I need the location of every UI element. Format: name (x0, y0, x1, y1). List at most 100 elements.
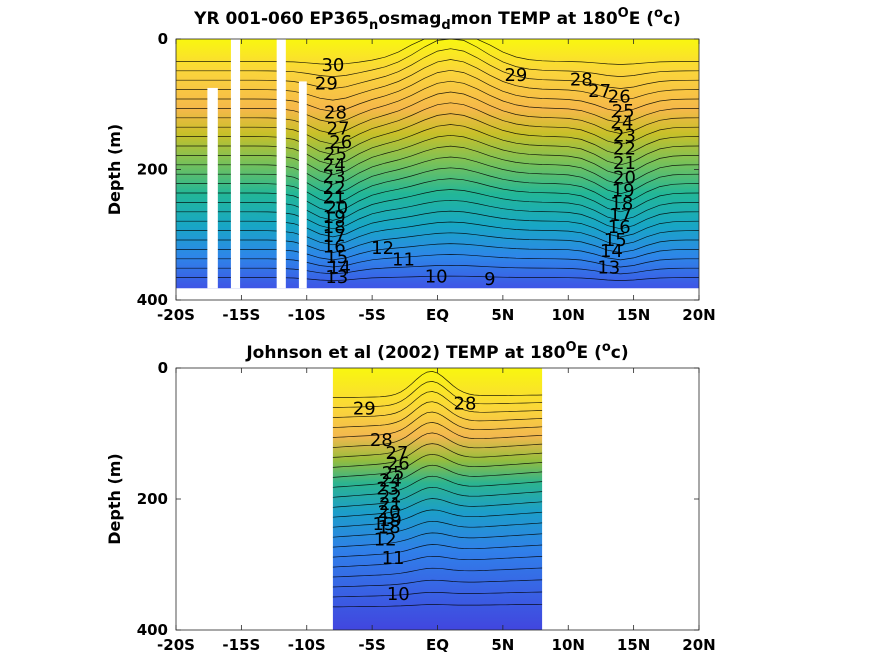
isotherm-lines (332, 371, 543, 608)
contour-label: 11 (392, 250, 415, 271)
y-tick-label: 200 (137, 161, 168, 179)
isotherm-line (332, 432, 543, 458)
isotherm-line (332, 520, 543, 538)
contour-label: 16 (608, 217, 631, 238)
missing-data-gap (207, 87, 218, 289)
isotherm-line (176, 80, 700, 124)
x-tick-label: 5N (491, 636, 514, 654)
contour-label: 22 (323, 178, 346, 199)
contour-label: 23 (613, 126, 636, 147)
contour-label: 26 (387, 454, 410, 475)
isotherm-line (176, 113, 700, 156)
missing-data-gap (276, 39, 286, 289)
contour-label: 15 (604, 230, 627, 251)
x-tick-label: 20N (682, 636, 715, 654)
contour-label: 12 (371, 238, 394, 259)
isotherm-line (176, 156, 700, 195)
contour-label: 25 (612, 101, 635, 122)
contour-label: 28 (454, 393, 477, 414)
contour-label: 20 (378, 502, 401, 523)
y-axis-label: Depth (m) (105, 453, 124, 545)
isotherm-line (176, 102, 700, 145)
contour-label: 13 (325, 267, 348, 288)
isotherm-line (176, 264, 699, 275)
y-tick-label: 400 (137, 621, 168, 639)
missing-data-gap (230, 39, 241, 289)
isotherm-line (176, 178, 700, 213)
isotherm-line (176, 145, 700, 185)
contour-label: 28 (370, 430, 393, 451)
isotherm-line (176, 59, 700, 101)
contour-label: 21 (323, 188, 346, 209)
contour-label: 25 (324, 144, 347, 165)
contour-label: 25 (382, 463, 405, 484)
isotherm-line (332, 475, 543, 498)
contour-label: 17 (323, 226, 346, 247)
isotherm-line (176, 243, 699, 261)
x-tick-label: -5S (358, 306, 385, 324)
isotherm-line (332, 453, 543, 478)
isotherm-line (332, 411, 543, 438)
isotherm-line (176, 210, 700, 238)
x-tick-label: 10N (552, 306, 585, 324)
isotherm-line (332, 498, 543, 518)
contour-label: 30 (321, 55, 344, 76)
x-tick-label: -15S (222, 636, 260, 654)
missing-data-gap (298, 81, 307, 289)
x-tick-label: 20N (682, 306, 715, 324)
x-tick-label: -15S (222, 306, 260, 324)
isotherm-line (176, 48, 700, 89)
x-tick-label: 15N (617, 306, 650, 324)
isotherm-line (332, 464, 543, 488)
x-tick-label: -5S (358, 636, 385, 654)
isotherm-line (332, 555, 543, 568)
isotherm-line (332, 486, 543, 508)
isotherm-line (332, 443, 543, 468)
contour-label: 24 (610, 113, 633, 134)
contour-label: 11 (382, 548, 405, 569)
isotherm-line (176, 232, 699, 253)
contour-label: 13 (597, 257, 620, 278)
isotherm-line (332, 532, 543, 548)
isotherm-line (176, 221, 700, 246)
y-tick-label: 200 (137, 490, 168, 508)
isotherm-line (176, 189, 700, 221)
isotherm-line (332, 509, 543, 528)
x-tick-label: -20S (157, 636, 195, 654)
x-tick-label: 15N (617, 636, 650, 654)
isotherm-line (332, 603, 543, 608)
contour-label: 23 (376, 479, 399, 500)
contour-label: 19 (323, 207, 346, 228)
contour-label: 23 (323, 167, 346, 188)
contour-label: 14 (600, 241, 623, 262)
contour-label: 29 (315, 73, 338, 94)
x-tick-label: -10S (288, 636, 326, 654)
isotherm-line (176, 134, 700, 176)
chart-panel-1: 3029282726252423222120191817161514131211… (105, 6, 716, 324)
contour-label: 26 (329, 132, 352, 153)
x-tick-label: 10N (552, 636, 585, 654)
contour-label: 18 (323, 217, 346, 238)
y-tick-label: 0 (158, 359, 168, 377)
contour-label: 21 (613, 153, 636, 174)
isotherm-line (176, 275, 699, 281)
isotherm-lines (176, 38, 700, 281)
x-tick-label: EQ (426, 636, 449, 654)
contour-label: 24 (379, 471, 402, 492)
isotherm-line (176, 167, 700, 204)
contour-label: 28 (324, 103, 347, 124)
contour-label: 16 (323, 236, 346, 257)
isotherm-line (332, 579, 543, 588)
y-axis-label: Depth (m) (105, 124, 124, 216)
contour-label: 27 (386, 443, 409, 464)
contour-label: 20 (325, 197, 348, 218)
isotherm-line (176, 254, 699, 268)
x-tick-label: -20S (157, 306, 195, 324)
x-tick-label: -10S (288, 306, 326, 324)
contour-label: 26 (608, 86, 631, 107)
isotherm-line (332, 544, 543, 558)
contour-label: 22 (379, 486, 402, 507)
isotherm-line (332, 567, 543, 578)
